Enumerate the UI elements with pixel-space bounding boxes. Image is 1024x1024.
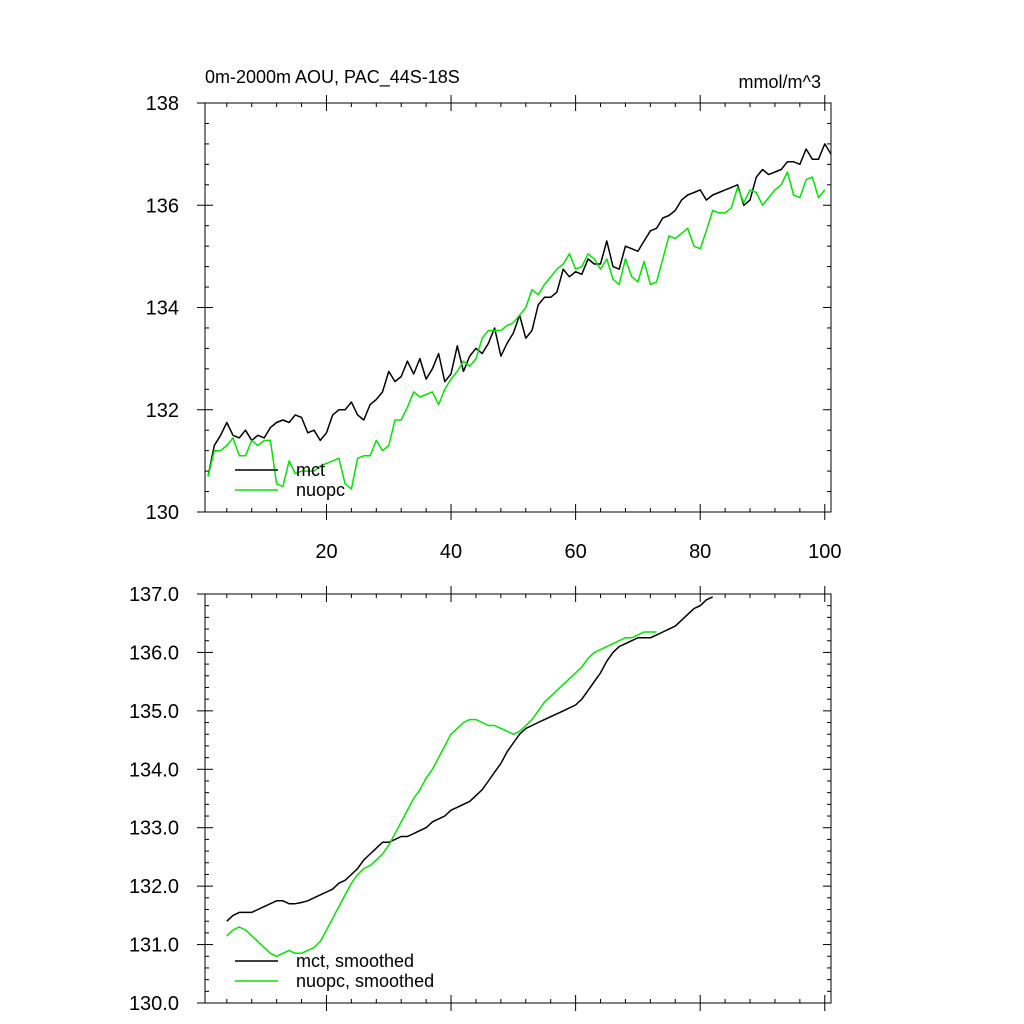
- x-tick-label: 20: [315, 541, 337, 563]
- series-line-mct: [207, 143, 832, 477]
- x-tick-label: 40: [440, 541, 462, 563]
- chart-panel-1: 0m-2000m AOU, PAC_44S-18S mmol/m^3 130 132 1…: [146, 67, 842, 563]
- y-tick-label: 136: [146, 195, 179, 217]
- legend-label: nuopc: [296, 480, 345, 500]
- y-tick-label: 131.0: [129, 935, 179, 957]
- y-tick-label: 133.0: [129, 818, 179, 840]
- legend-label: nuopc, smoothed: [296, 971, 434, 991]
- y-tick-label: 130: [146, 502, 179, 524]
- x-tick-label: 80: [689, 541, 711, 563]
- plot-frame: [204, 593, 832, 1004]
- y-tick-label: 134: [146, 298, 179, 320]
- legend-label: mct: [296, 460, 325, 480]
- series-line-nuopc-smoothed: [226, 631, 657, 958]
- y-tick-label: 137.0: [129, 584, 179, 606]
- y-tick-label: 132: [146, 400, 179, 422]
- y-tick-label: 130.0: [129, 993, 179, 1015]
- legend-label: mct, smoothed: [296, 951, 414, 971]
- x-tick-label: 100: [808, 541, 841, 563]
- series-line-nuopc: [207, 171, 826, 490]
- y-tick-label: 136.0: [129, 642, 179, 664]
- y-tick-label: 132.0: [129, 876, 179, 898]
- chart-panel-2: 130.0 131.0 132.0 133.0 134.0 135.0 136.0 137.0…: [129, 584, 832, 1015]
- plot-frame: [204, 102, 832, 513]
- units-label: mmol/m^3: [739, 72, 821, 92]
- y-tick-label: 134.0: [129, 759, 179, 781]
- chart-title: 0m-2000m AOU, PAC_44S-18S: [205, 67, 460, 88]
- y-tick-label: 135.0: [129, 701, 179, 723]
- y-tick-label: 138: [146, 93, 179, 115]
- x-tick-label: 60: [564, 541, 586, 563]
- series-line-mct-smoothed: [226, 596, 714, 922]
